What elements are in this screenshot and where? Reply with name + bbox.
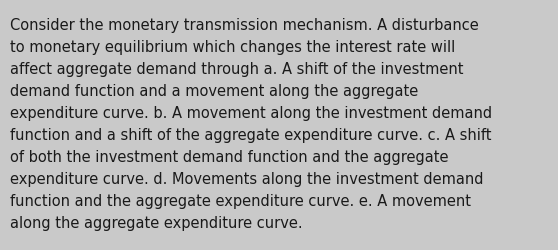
Text: function and a shift of the aggregate expenditure curve. c. A shift: function and a shift of the aggregate ex…	[10, 128, 492, 142]
Text: affect aggregate demand through a. A shift of the investment: affect aggregate demand through a. A shi…	[10, 62, 464, 76]
Text: function and the aggregate expenditure curve. e. A movement: function and the aggregate expenditure c…	[10, 194, 471, 208]
Text: expenditure curve. b. A movement along the investment demand: expenditure curve. b. A movement along t…	[10, 106, 492, 120]
Text: to monetary equilibrium which changes the interest rate will: to monetary equilibrium which changes th…	[10, 40, 455, 54]
Text: demand function and a movement along the aggregate: demand function and a movement along the…	[10, 84, 418, 98]
Text: expenditure curve. d. Movements along the investment demand: expenditure curve. d. Movements along th…	[10, 172, 484, 186]
Text: along the aggregate expenditure curve.: along the aggregate expenditure curve.	[10, 216, 302, 230]
Text: Consider the monetary transmission mechanism. A disturbance: Consider the monetary transmission mecha…	[10, 18, 479, 32]
Text: of both the investment demand function and the aggregate: of both the investment demand function a…	[10, 150, 449, 164]
